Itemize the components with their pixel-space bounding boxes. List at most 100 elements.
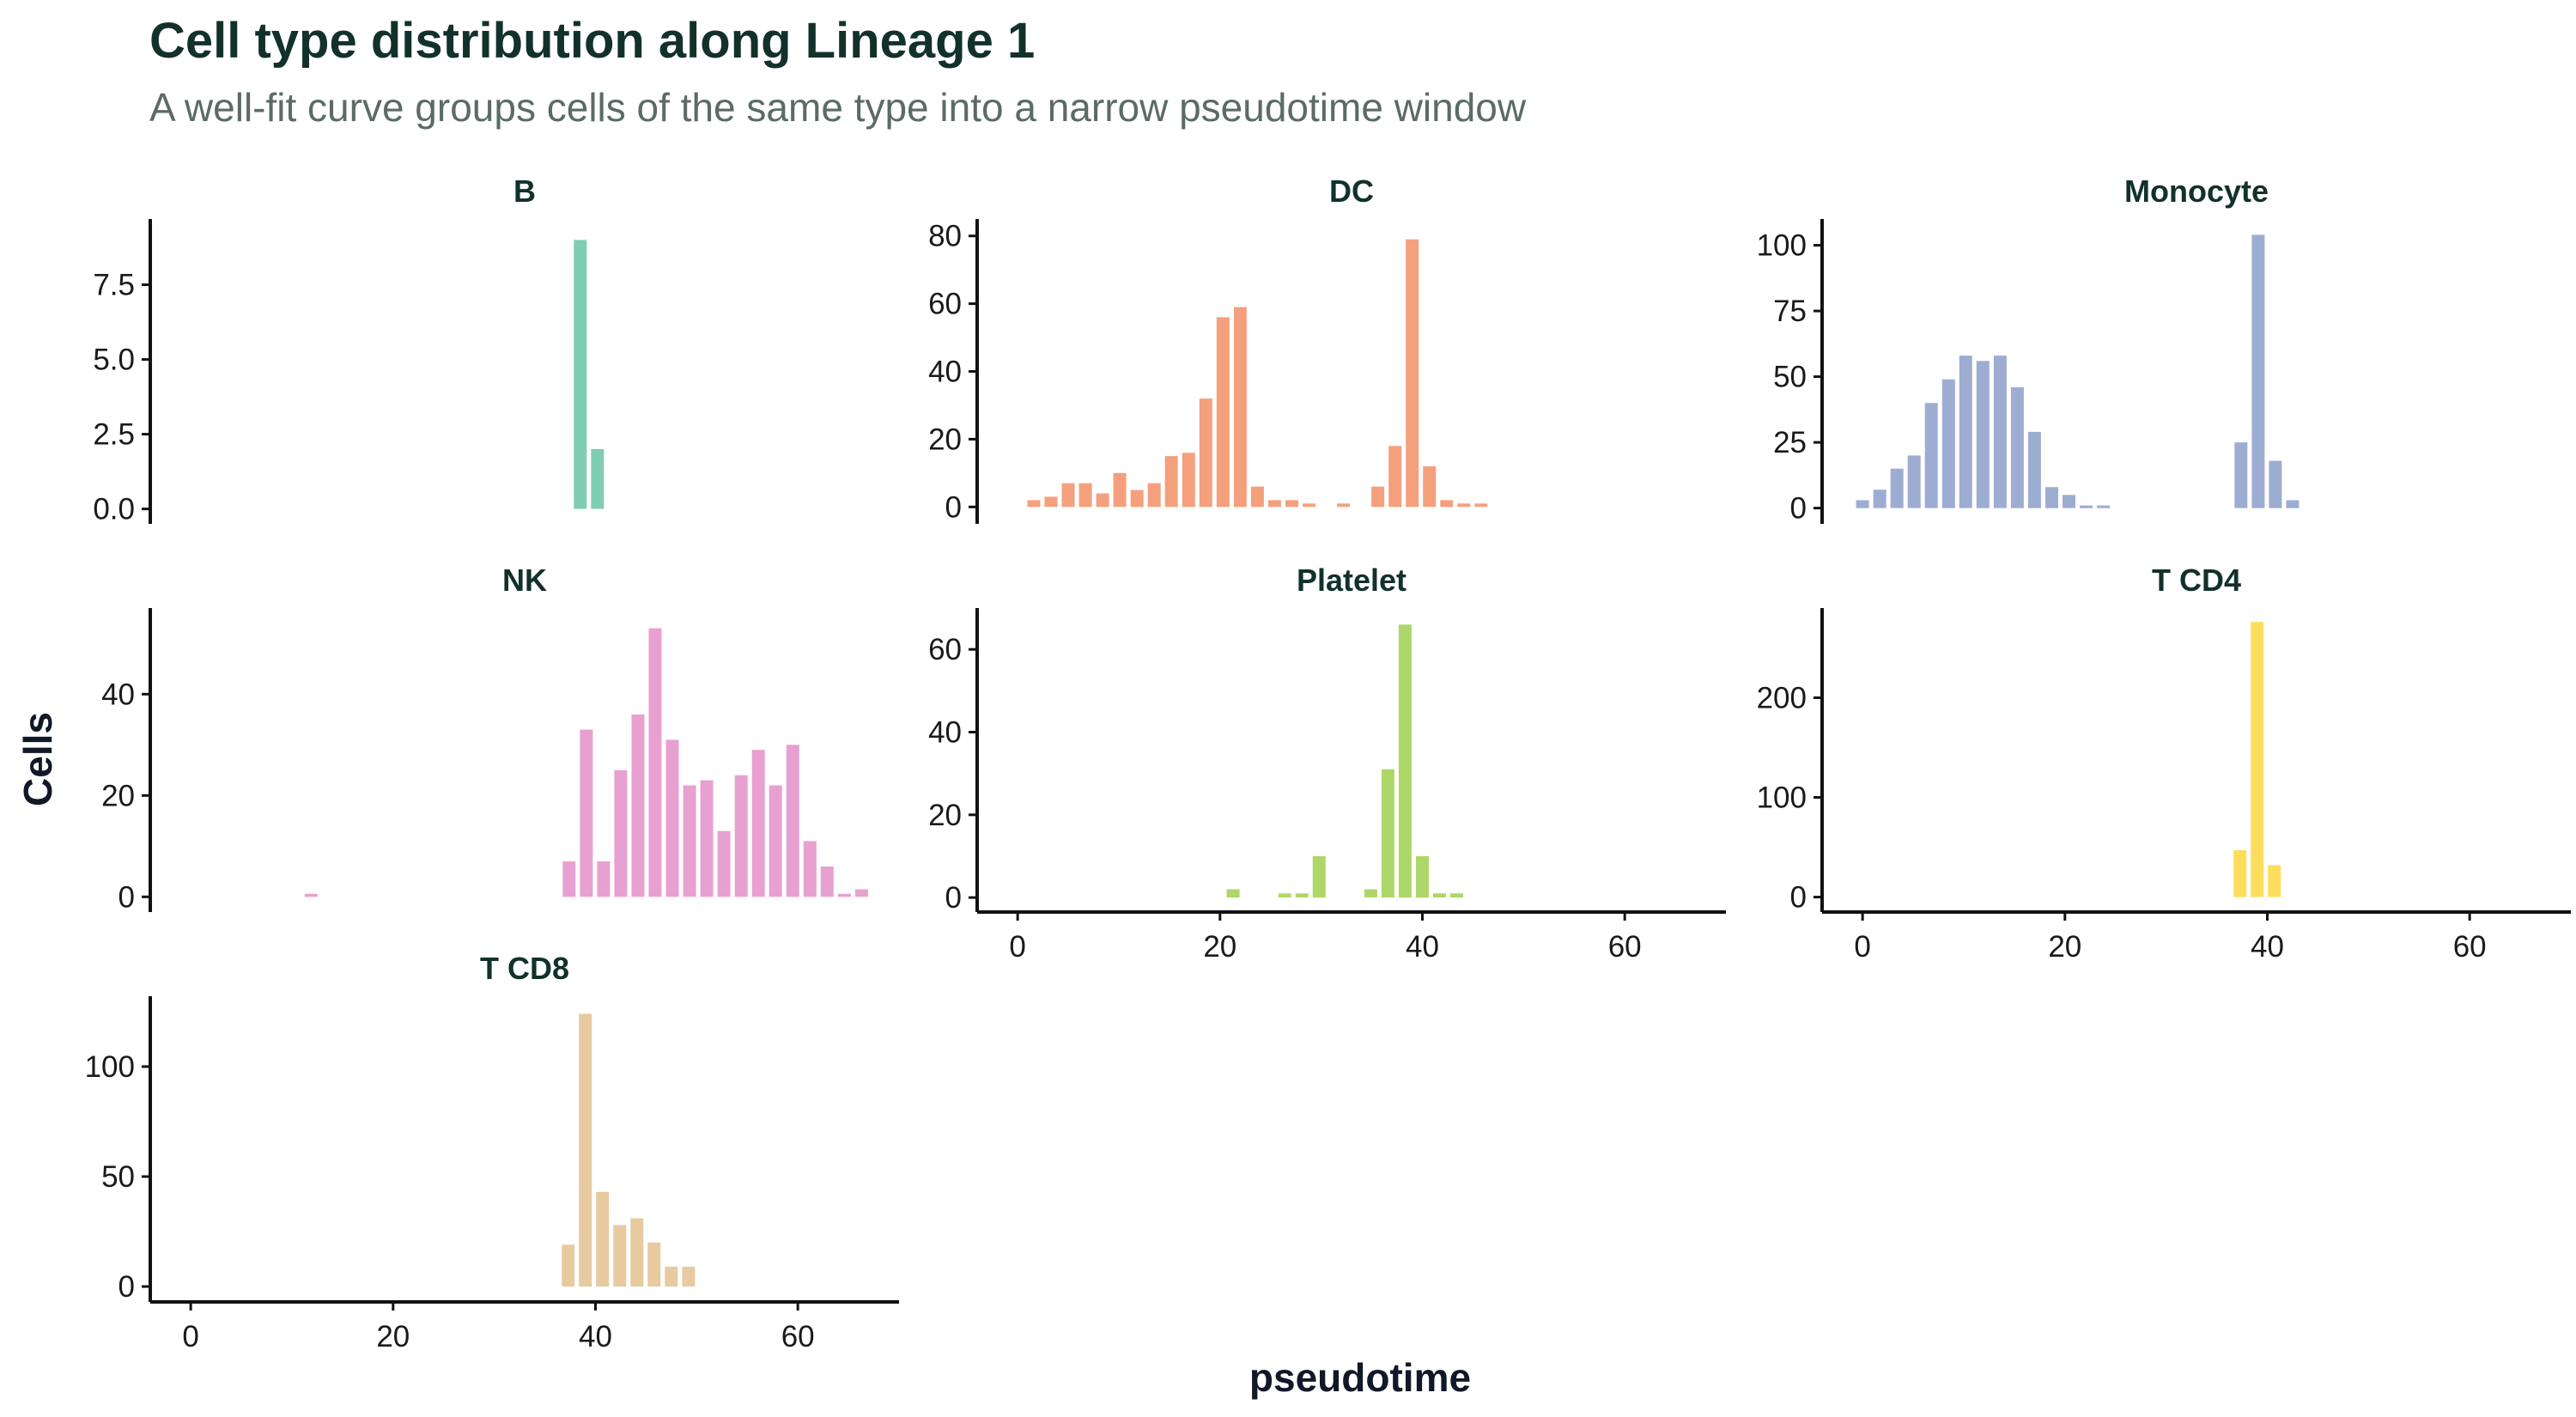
bar-dc-12 bbox=[1233, 307, 1247, 508]
y-tick-label-platelet-2: 40 bbox=[928, 715, 962, 749]
panel-title-t-cd4: T CD4 bbox=[2152, 563, 2241, 598]
bar-dc-14 bbox=[1267, 500, 1281, 508]
y-tick-label-monocyte-0: 0 bbox=[1790, 492, 1807, 526]
bar-monocyte-3 bbox=[1907, 455, 1921, 508]
bar-t-cd8-6 bbox=[665, 1267, 678, 1287]
panel-t-cd8: T CD8 0 50 100 0 20 40 60 bbox=[85, 951, 899, 1353]
chart-subtitle: A well-fit curve groups cells of the sam… bbox=[149, 85, 1527, 130]
bar-dc-15 bbox=[1285, 500, 1298, 508]
y-tick-label-b-2: 5.0 bbox=[93, 344, 135, 377]
panel-nk: NK 0 20 40 bbox=[101, 563, 868, 914]
bar-nk-4 bbox=[614, 769, 628, 897]
bar-nk-13 bbox=[769, 785, 782, 897]
bar-monocyte-1 bbox=[1873, 490, 1886, 508]
bar-t-cd8-0 bbox=[562, 1244, 575, 1287]
y-tick-label-dc-3: 60 bbox=[928, 288, 962, 321]
bar-t-cd8-7 bbox=[682, 1267, 696, 1287]
bar-nk-7 bbox=[665, 739, 679, 897]
bar-t-cd8-5 bbox=[647, 1242, 661, 1286]
bar-platelet-4 bbox=[1364, 889, 1377, 898]
bar-nk-17 bbox=[837, 893, 851, 897]
bar-nk-12 bbox=[751, 750, 765, 897]
bar-monocyte-2 bbox=[1890, 468, 1904, 508]
bar-monocyte-17 bbox=[2269, 460, 2282, 508]
bar-platelet-1 bbox=[1278, 893, 1291, 898]
panel-t-cd4: T CD4 0 100 200 0 20 40 60 bbox=[1757, 563, 2571, 964]
bar-nk-6 bbox=[648, 628, 662, 897]
bar-platelet-3 bbox=[1312, 856, 1326, 898]
bar-dc-2 bbox=[1061, 483, 1075, 508]
panel-title-b: B bbox=[513, 173, 536, 209]
bar-monocyte-4 bbox=[1924, 403, 1938, 508]
bar-platelet-6 bbox=[1398, 624, 1412, 898]
x-tick-label-t-cd8-3: 60 bbox=[781, 1320, 815, 1353]
y-tick-label-monocyte-1: 25 bbox=[1773, 426, 1807, 459]
bar-platelet-5 bbox=[1381, 769, 1394, 898]
bar-monocyte-5 bbox=[1941, 379, 1955, 508]
bar-dc-11 bbox=[1216, 317, 1230, 508]
y-tick-label-nk-0: 0 bbox=[118, 880, 135, 914]
bar-dc-17 bbox=[1337, 503, 1351, 508]
y-tick-label-t-cd8-0: 0 bbox=[118, 1270, 135, 1304]
bar-t-cd8-4 bbox=[630, 1218, 644, 1287]
panel-monocyte: Monocyte 0 25 50 75 100 bbox=[1757, 173, 2300, 526]
y-tick-label-t-cd4-0: 0 bbox=[1790, 881, 1807, 915]
panel-title-nk: NK bbox=[502, 563, 547, 598]
bar-dc-6 bbox=[1130, 490, 1144, 508]
x-tick-label-platelet-1: 20 bbox=[1203, 930, 1236, 964]
bar-dc-18 bbox=[1371, 486, 1385, 508]
bar-nk-3 bbox=[597, 861, 611, 897]
bar-monocyte-7 bbox=[1976, 361, 1990, 508]
bar-monocyte-11 bbox=[2045, 487, 2058, 508]
panel-platelet: Platelet 0 20 40 60 0 20 40 60 bbox=[928, 563, 1726, 964]
bar-monocyte-0 bbox=[1856, 500, 1869, 508]
bar-t-cd8-1 bbox=[579, 1013, 592, 1287]
chart-title: Cell type distribution along Lineage 1 bbox=[149, 13, 1036, 69]
x-tick-label-t-cd4-0: 0 bbox=[1854, 930, 1870, 964]
bar-t-cd4-1 bbox=[2251, 622, 2264, 897]
bar-dc-9 bbox=[1182, 453, 1195, 508]
y-tick-label-dc-4: 80 bbox=[928, 220, 962, 253]
x-tick-label-platelet-0: 0 bbox=[1009, 930, 1025, 964]
bar-dc-20 bbox=[1406, 239, 1419, 508]
x-tick-label-t-cd4-2: 40 bbox=[2251, 930, 2284, 964]
y-tick-label-nk-1: 20 bbox=[101, 779, 135, 812]
y-tick-label-t-cd8-1: 50 bbox=[101, 1160, 135, 1194]
bar-dc-19 bbox=[1388, 446, 1402, 508]
bar-nk-18 bbox=[854, 889, 868, 897]
bar-nk-2 bbox=[580, 729, 593, 897]
x-tick-label-t-cd8-1: 20 bbox=[376, 1320, 410, 1353]
bar-dc-24 bbox=[1474, 503, 1488, 508]
panel-title-monocyte: Monocyte bbox=[2124, 173, 2269, 209]
bar-monocyte-8 bbox=[1993, 356, 2007, 508]
panel-b: B 0.0 2.5 5.0 7.5 bbox=[93, 173, 605, 526]
bar-monocyte-12 bbox=[2063, 495, 2075, 508]
y-tick-label-b-0: 0.0 bbox=[93, 493, 135, 526]
bar-dc-4 bbox=[1096, 493, 1109, 508]
facet-panels: B 0.0 2.5 5.0 7.5 DC 0 20 40 60 80 Monocyte 0 25 50 75 1… bbox=[85, 173, 2571, 1353]
y-tick-label-platelet-0: 0 bbox=[945, 881, 962, 915]
bar-dc-1 bbox=[1044, 496, 1058, 508]
bar-nk-0 bbox=[304, 893, 318, 897]
y-tick-label-b-3: 7.5 bbox=[93, 269, 135, 302]
bar-nk-14 bbox=[786, 745, 799, 897]
panel-title-platelet: Platelet bbox=[1297, 563, 1406, 598]
bar-nk-1 bbox=[562, 861, 576, 897]
bar-monocyte-13 bbox=[2080, 505, 2093, 508]
y-tick-label-t-cd4-1: 100 bbox=[1757, 781, 1807, 815]
bar-dc-16 bbox=[1303, 503, 1315, 508]
bar-platelet-8 bbox=[1433, 893, 1446, 898]
bar-t-cd4-0 bbox=[2233, 850, 2247, 897]
bar-t-cd8-2 bbox=[596, 1191, 610, 1286]
bar-platelet-7 bbox=[1416, 856, 1429, 898]
bar-platelet-9 bbox=[1450, 893, 1463, 898]
y-tick-label-dc-2: 40 bbox=[928, 356, 962, 389]
y-tick-label-b-1: 2.5 bbox=[93, 418, 135, 452]
panel-dc: DC 0 20 40 60 80 bbox=[928, 173, 1488, 524]
y-tick-label-monocyte-4: 100 bbox=[1757, 229, 1807, 263]
bar-monocyte-10 bbox=[2027, 431, 2041, 508]
y-tick-label-t-cd4-2: 200 bbox=[1757, 681, 1807, 715]
bar-nk-5 bbox=[631, 714, 645, 897]
bar-monocyte-18 bbox=[2286, 500, 2300, 508]
